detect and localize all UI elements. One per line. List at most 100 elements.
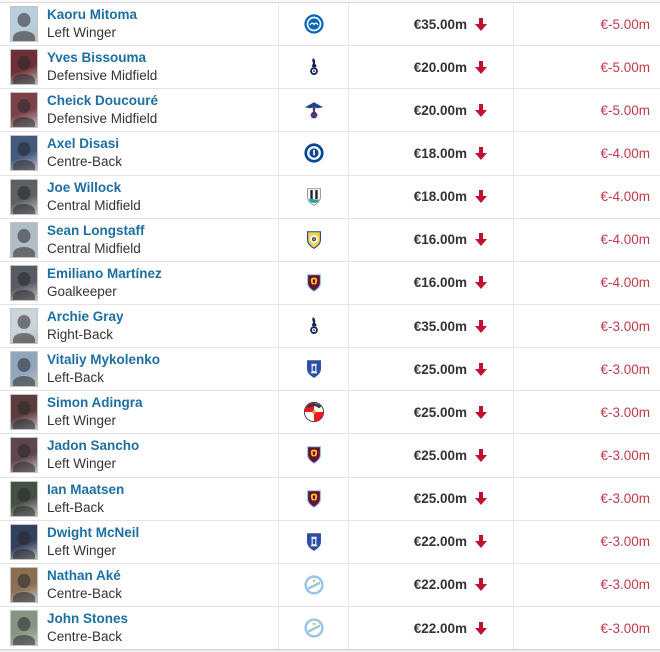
player-cell: Vitaliy Mykolenko Left-Back [0, 348, 278, 390]
player-text: Kaoru Mitoma Left Winger [47, 6, 137, 42]
photo-silhouette-head [17, 573, 31, 588]
player-photo[interactable] [10, 394, 38, 431]
club-crest-crystal-palace-icon[interactable] [302, 98, 326, 122]
table-row: Dwight McNeil Left Winger €22.00m €-3.00… [0, 520, 660, 564]
player-name-link[interactable]: Yves Bissouma [47, 50, 147, 66]
photo-silhouette-torso [13, 246, 35, 257]
photo-silhouette-torso [13, 74, 35, 85]
club-crest-chelsea-icon[interactable] [302, 141, 326, 165]
player-text: Joe Willock Central Midfield [47, 179, 141, 215]
club-cell [278, 3, 348, 46]
club-cell [278, 304, 348, 348]
club-crest-tottenham-icon[interactable] [302, 55, 326, 79]
player-photo[interactable] [10, 178, 38, 215]
value-change: €-3.00m [600, 577, 650, 593]
photo-silhouette-head [17, 444, 31, 459]
player-name-link[interactable]: Archie Gray [47, 309, 124, 325]
club-crest-aston-villa-icon[interactable] [302, 271, 326, 295]
table-row: Simon Adingra Left Winger €25.00m €-3.00… [0, 391, 660, 435]
photo-silhouette-head [17, 185, 31, 200]
player-position: Left-Back [47, 370, 105, 386]
player-photo[interactable] [10, 264, 38, 301]
market-value-cell: €25.00m [348, 434, 513, 477]
player-name-link[interactable]: Kaoru Mitoma [47, 7, 138, 23]
player-photo[interactable] [10, 437, 38, 474]
value-decrease-arrow-icon [475, 405, 487, 419]
market-value: €20.00m [413, 59, 467, 75]
club-crest-aston-villa-icon[interactable] [302, 443, 326, 467]
club-crest-newcastle-icon[interactable] [302, 185, 326, 209]
player-photo[interactable] [10, 49, 38, 86]
player-name-link[interactable]: Joe Willock [47, 179, 122, 195]
club-crest-brighton-icon[interactable] [302, 12, 326, 36]
player-name-link[interactable]: Jadon Sancho [47, 438, 140, 454]
player-text: Emiliano Martínez Goalkeeper [47, 265, 162, 301]
club-crest-tottenham-icon[interactable] [302, 314, 326, 338]
player-photo[interactable] [10, 92, 38, 129]
market-value: €35.00m [413, 318, 467, 334]
player-photo[interactable] [10, 308, 38, 345]
club-crest-aston-villa-icon[interactable] [302, 487, 326, 511]
player-cell: Ian Maatsen Left-Back [0, 478, 278, 520]
photo-silhouette-head [17, 56, 31, 71]
club-crest-sunderland-icon[interactable] [302, 400, 326, 424]
player-name-link[interactable]: Sean Longstaff [47, 222, 145, 238]
player-photo[interactable] [10, 221, 38, 258]
club-cell [278, 89, 348, 132]
player-name-link[interactable]: Dwight McNeil [47, 524, 140, 540]
player-photo[interactable] [10, 523, 38, 560]
club-crest-leeds-icon[interactable] [302, 228, 326, 252]
player-cell: John Stones Centre-Back [0, 607, 278, 649]
value-decrease-arrow-icon [475, 276, 487, 290]
club-crest-man-city-icon[interactable] [302, 616, 326, 640]
table-row: Vitaliy Mykolenko Left-Back €25.00m €-3.… [0, 348, 660, 392]
value-decrease-arrow-icon [475, 319, 487, 333]
club-crest-everton-icon[interactable] [302, 357, 326, 381]
player-name-link[interactable]: Ian Maatsen [47, 481, 125, 497]
player-name-link[interactable]: Cheick Doucouré [47, 93, 159, 109]
player-position: Left Winger [47, 456, 117, 472]
club-crest-everton-icon[interactable] [302, 530, 326, 554]
player-name-link[interactable]: John Stones [47, 611, 129, 627]
player-cell: Cheick Doucouré Defensive Midfield [0, 89, 278, 131]
market-value-cell: €22.00m [348, 606, 513, 650]
market-value-cell: €18.00m [348, 132, 513, 175]
value-decrease-arrow-icon [475, 190, 487, 204]
market-value-cell: €20.00m [348, 46, 513, 89]
value-change-cell: €-3.00m [513, 434, 660, 477]
player-photo[interactable] [10, 566, 38, 603]
player-name-link[interactable]: Nathan Aké [47, 567, 121, 583]
player-text: Yves Bissouma Defensive Midfield [47, 49, 157, 85]
market-value-cell: €20.00m [348, 89, 513, 132]
table-row: Cheick Doucouré Defensive Midfield €20.0… [0, 89, 660, 133]
player-text: John Stones Centre-Back [47, 610, 128, 646]
player-name-link[interactable]: Vitaliy Mykolenko [47, 352, 161, 368]
player-position: Defensive Midfield [47, 111, 158, 127]
player-text: Vitaliy Mykolenko Left-Back [47, 351, 160, 387]
value-decrease-arrow-icon [475, 17, 487, 31]
table-body: Kaoru Mitoma Left Winger €35.00m €-5.00m… [0, 3, 660, 650]
market-value-cell: €35.00m [348, 304, 513, 348]
market-value-cell: €35.00m [348, 3, 513, 46]
market-value: €35.00m [413, 16, 467, 32]
club-crest-man-city-icon[interactable] [302, 573, 326, 597]
player-text: Axel Disasi Centre-Back [47, 135, 122, 171]
market-value-cell: €16.00m [348, 218, 513, 261]
value-change: €-3.00m [600, 620, 650, 636]
player-photo[interactable] [10, 480, 38, 517]
player-photo[interactable] [10, 610, 38, 647]
value-change: €-3.00m [600, 491, 650, 507]
player-name-link[interactable]: Emiliano Martínez [47, 265, 162, 281]
player-name-link[interactable]: Axel Disasi [47, 136, 120, 152]
market-value: €22.00m [413, 534, 467, 550]
player-text: Sean Longstaff Central Midfield [47, 222, 145, 258]
photo-silhouette-torso [13, 462, 35, 473]
value-change-cell: €-5.00m [513, 46, 660, 89]
market-value: €25.00m [413, 447, 467, 463]
player-photo[interactable] [10, 351, 38, 388]
player-photo[interactable] [10, 6, 38, 43]
photo-silhouette-torso [13, 635, 35, 646]
player-name-link[interactable]: Simon Adingra [47, 395, 143, 411]
player-photo[interactable] [10, 135, 38, 172]
